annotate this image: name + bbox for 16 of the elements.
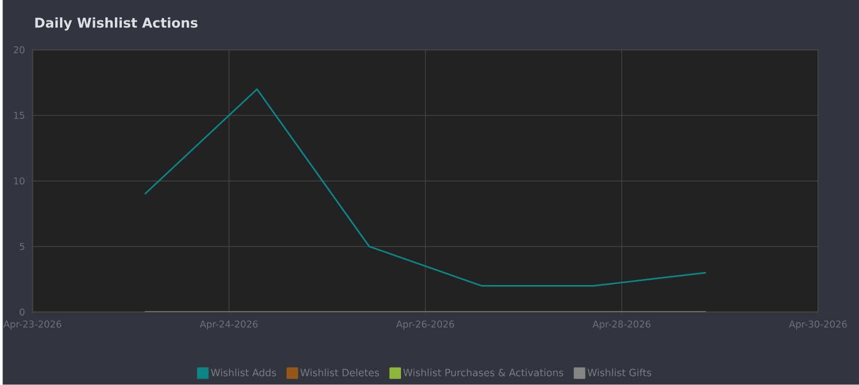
x-tick-label: Apr-26-2026 [396, 320, 454, 330]
legend-label: Wishlist Adds [210, 368, 276, 376]
y-tick-label: 5 [20, 243, 24, 250]
x-tick-label: Apr-24-2026 [200, 320, 258, 330]
y-tick-label: 10 [14, 177, 24, 185]
legend-label: Wishlist Gifts [588, 368, 652, 376]
y-tick-label: 20 [14, 46, 24, 54]
chart-title: Daily Wishlist Actions [35, 17, 198, 31]
x-tick-label: Apr-23-2026 [3, 320, 62, 330]
legend-label: Wishlist Purchases & Activations [403, 368, 564, 376]
y-tick-label: 15 [14, 112, 24, 119]
x-tick-label: Apr-28-2026 [592, 320, 650, 330]
y-tick-label: 0 [20, 308, 24, 316]
x-tick-label: Apr-30-2026 [788, 320, 847, 330]
legend-label: Wishlist Deletes [300, 368, 379, 376]
line-series [144, 88, 707, 287]
